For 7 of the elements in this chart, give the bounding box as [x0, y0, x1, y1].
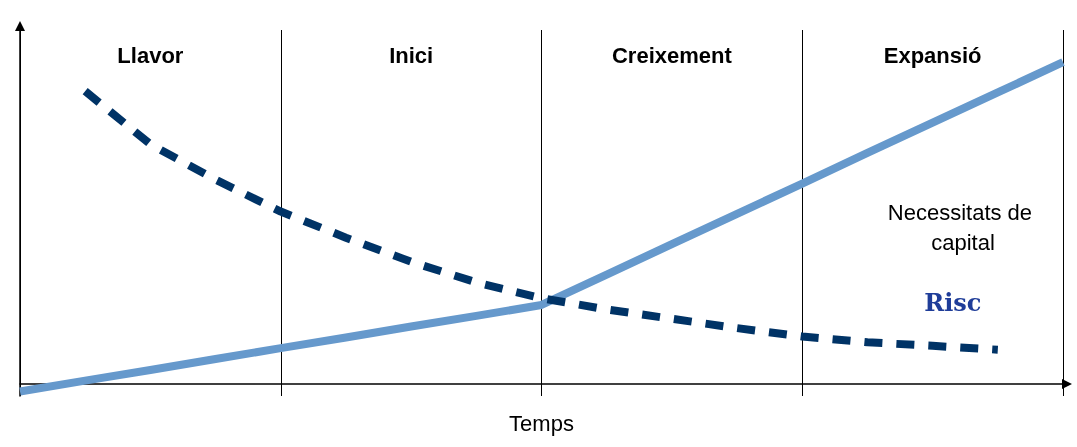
x-tick-label: Expansió: [883, 42, 982, 68]
x-tick-label: Llavor: [117, 42, 184, 68]
series-label: Risc: [924, 288, 982, 318]
x-axis-title: Temps: [509, 410, 574, 436]
x-tick-label: Creixement: [611, 42, 733, 68]
x-tick-label: Inici: [389, 42, 434, 68]
text: Necessitats de capital: [887, 199, 1039, 255]
